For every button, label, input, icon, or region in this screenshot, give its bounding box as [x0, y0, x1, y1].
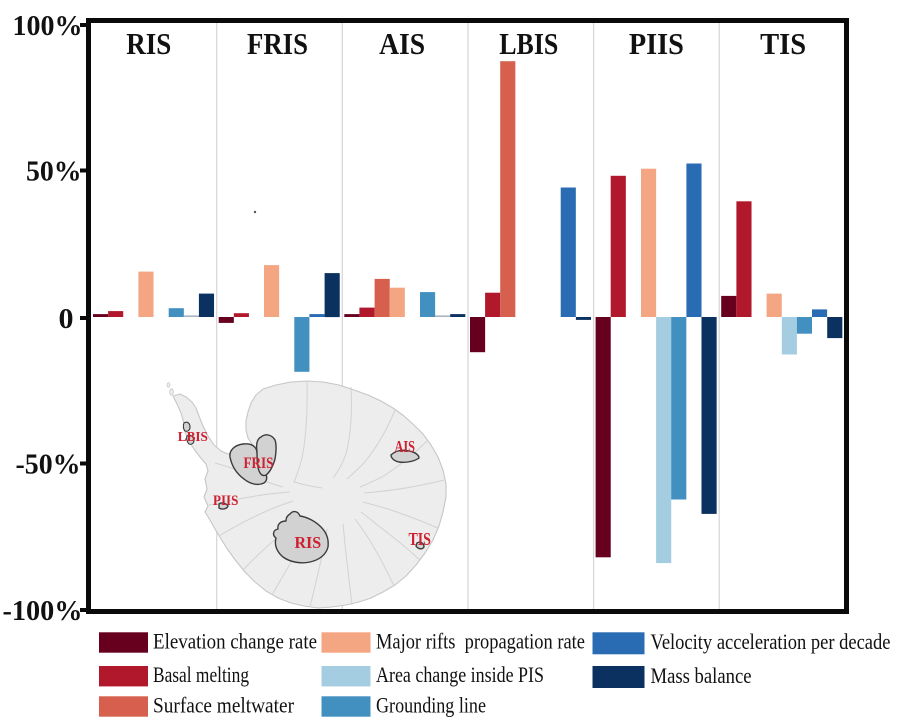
svg-text:-100%: -100% [3, 595, 83, 627]
svg-text:Area change inside PIS: Area change inside PIS [376, 662, 544, 687]
svg-text:TIS: TIS [409, 529, 431, 549]
svg-text:TIS: TIS [760, 26, 806, 61]
svg-text:Surface meltwater: Surface meltwater [153, 692, 295, 717]
svg-text:-50%: -50% [16, 448, 81, 480]
svg-text:Grounding line: Grounding line [376, 692, 486, 717]
svg-text:Elevation change rate: Elevation change rate [153, 628, 317, 653]
svg-text:FRIS: FRIS [244, 455, 274, 472]
svg-text:LBIS: LBIS [178, 430, 208, 445]
svg-text:50%: 50% [26, 155, 82, 187]
svg-text:Mass balance: Mass balance [651, 663, 752, 688]
svg-text:RIS: RIS [295, 533, 322, 552]
svg-text:Basal melting: Basal melting [153, 662, 249, 687]
svg-text:Major rifts propagation rate: Major rifts propagation rate [376, 628, 585, 653]
svg-text:100%: 100% [13, 10, 83, 42]
svg-text:PIIS: PIIS [629, 26, 684, 61]
svg-text:LBIS: LBIS [499, 26, 558, 61]
svg-text:FRIS: FRIS [247, 26, 308, 61]
svg-text:PIIS: PIIS [213, 493, 238, 509]
svg-text:AIS: AIS [379, 26, 425, 61]
svg-text:AIS: AIS [395, 437, 416, 456]
svg-text:RIS: RIS [126, 26, 171, 61]
svg-text:0: 0 [59, 303, 74, 335]
svg-text:Velocity acceleration per deca: Velocity acceleration per decade [651, 629, 891, 654]
